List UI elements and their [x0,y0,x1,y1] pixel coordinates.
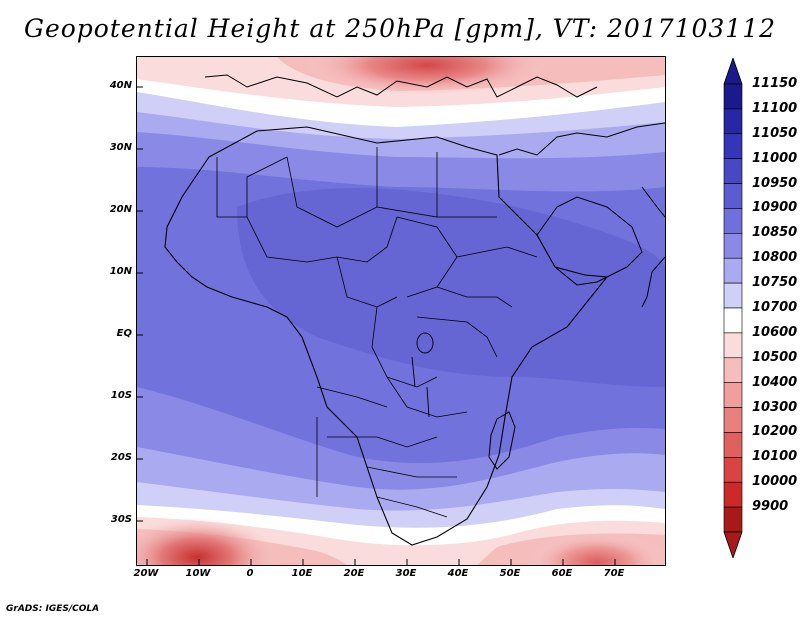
colorbar-swatch [723,282,743,309]
map-title: Geopotential Height at 250hPa [gpm], VT:… [23,14,777,43]
grid-ticks [137,86,616,565]
europe-coastline [204,74,598,98]
colorbar-level-label: 10800 [752,250,798,266]
colorbar-level-label: 11050 [752,125,798,141]
colorbar-swatch [723,307,743,334]
colorbar-swatch [723,83,743,110]
lat-label-40n: 40N [109,80,132,91]
height-low-south-indian [527,532,665,565]
lon-label-10w: 10W [185,568,211,579]
lat-label-eq: EQ [116,328,132,339]
lon-label-50e: 50E [499,568,521,579]
colorbar-swatch [723,481,743,508]
colorbar-level-label: 10300 [752,399,798,415]
lon-label-30e: 30E [395,568,417,579]
lon-label-20e: 20E [343,568,365,579]
country-borders [216,147,538,518]
lat-label-10n: 10N [109,266,132,277]
colorbar-level-label: 10750 [752,275,798,291]
lon-label-20w: 20W [133,568,159,579]
colorbar-swatch [723,407,743,433]
map-canvas [137,57,665,565]
map-panel [136,56,666,566]
lon-label-40e: 40E [447,568,469,579]
colorbar-level-label: 10850 [752,225,798,241]
lat-label-30n: 30N [109,142,132,153]
height-low-south-atlantic [137,517,277,565]
madagascar-outline [488,411,516,470]
colorbar-top-arrow [723,58,743,85]
lon-label-0: 0 [246,568,254,579]
colorbar-swatch [723,183,743,209]
lat-label-10s: 10S [110,390,132,401]
colorbar-swatch [723,432,743,458]
colorbar-level-label: 10000 [752,474,798,490]
colorbar-level-label: 11150 [752,76,798,91]
colorbar [723,58,743,558]
colorbar-swatch [723,133,743,159]
colorbar-swatch [723,108,743,135]
lat-label-20s: 20S [110,452,132,463]
colorbar-level-label: 10600 [752,324,798,340]
colorbar-level-label: 10700 [752,300,798,315]
colorbar-level-label: 10100 [752,449,798,465]
lat-label-30s: 30S [110,514,132,525]
india-coastline [641,186,665,308]
height-low-mediterranean [307,57,547,95]
colorbar-swatch [723,382,743,408]
colorbar-level-label: 10400 [752,374,798,390]
colorbar-level-label: 11100 [752,100,798,116]
colorbar-swatch [723,332,743,359]
colorbar-level-label: 9900 [752,499,789,515]
arabia-coastline [498,122,665,286]
colorbar-level-label: 10900 [752,200,798,216]
lon-label-10e: 10E [291,568,313,579]
colorbar-level-label: 10200 [752,424,798,440]
colorbar-swatch [723,506,743,533]
africa-coastline [164,126,609,546]
height-core-region [237,188,665,387]
colorbar-bottom-arrow [723,531,743,558]
height-band-10800-north [137,87,665,159]
colorbar-swatch [723,208,743,234]
lon-label-60e: 60E [551,568,573,579]
credit-text: GrADS: IGES/COLA [6,604,100,614]
colorbar-level-label: 10500 [752,349,798,365]
colorbar-swatch [723,233,743,259]
colorbar-swatch [723,257,743,284]
colorbar-level-label: 11000 [752,150,798,166]
lon-label-70e: 70E [603,568,625,579]
height-band-10750-north [137,77,665,139]
colorbar-swatch [723,457,743,483]
colorbar-swatch [723,158,743,184]
lat-label-20n: 20N [109,204,132,215]
great-lakes [411,332,434,418]
colorbar-swatches [723,58,743,558]
colorbar-level-label: 10950 [752,175,798,191]
colorbar-swatch [723,357,743,383]
